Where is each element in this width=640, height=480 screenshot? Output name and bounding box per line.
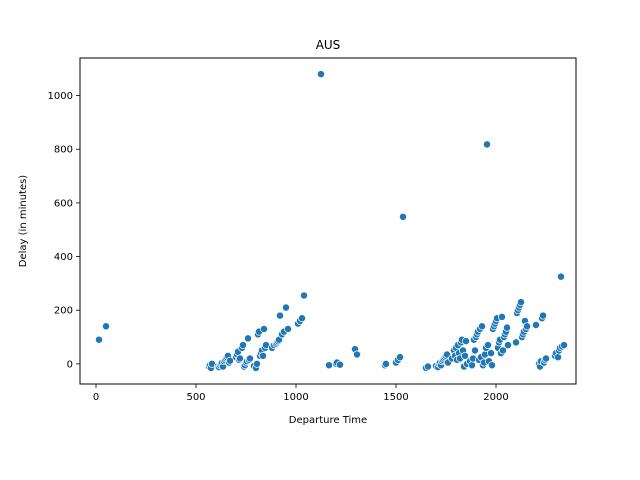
data-point: [478, 322, 486, 331]
data-point: [276, 311, 284, 320]
y-tick-label: 400: [54, 252, 73, 263]
data-point: [317, 70, 325, 79]
x-axis: 0 500 1000 1500 2000: [93, 384, 509, 403]
data-point: [95, 335, 103, 344]
data-point: [532, 321, 540, 329]
y-tick-label: 0: [67, 359, 73, 370]
data-point: [471, 346, 479, 355]
data-point: [517, 298, 525, 307]
data-point: [498, 312, 506, 321]
x-tick-label: 2000: [483, 392, 508, 403]
data-point: [484, 341, 492, 350]
data-point: [487, 349, 495, 358]
points-layer: [95, 70, 568, 372]
x-axis-label: Departure Time: [289, 415, 367, 426]
data-point: [554, 353, 562, 362]
y-axis: 0 200 400 600 800 1000: [48, 91, 80, 370]
data-point: [504, 341, 512, 350]
x-tick-label: 0: [93, 392, 99, 403]
data-point: [325, 361, 333, 370]
y-axis-label: Delay (in minutes): [18, 175, 29, 268]
data-point: [396, 353, 404, 362]
data-point: [468, 361, 476, 370]
x-tick-label: 1500: [383, 392, 408, 403]
data-point: [244, 334, 252, 343]
data-point: [560, 341, 568, 350]
axes-frame: [79, 57, 577, 385]
data-point: [102, 322, 110, 331]
data-point: [512, 338, 520, 347]
data-point: [523, 322, 531, 331]
data-point: [461, 351, 469, 360]
data-point: [503, 323, 511, 332]
y-tick-label: 600: [54, 198, 73, 209]
data-point: [499, 346, 507, 355]
data-point: [542, 354, 550, 363]
x-tick-label: 1000: [283, 392, 308, 403]
data-point: [282, 303, 290, 312]
data-point: [336, 360, 344, 369]
data-point: [236, 354, 244, 363]
data-point: [260, 325, 268, 333]
data-point: [557, 272, 565, 281]
y-tick-label: 1000: [48, 91, 73, 102]
data-point: [284, 325, 292, 333]
data-point: [253, 359, 261, 368]
data-point: [539, 311, 547, 320]
data-point: [239, 341, 247, 350]
x-tick-label: 500: [186, 392, 205, 403]
data-point: [353, 350, 361, 359]
data-point: [399, 212, 407, 221]
data-point: [259, 351, 267, 360]
data-point: [483, 140, 491, 149]
data-point: [226, 356, 234, 365]
y-tick-label: 200: [54, 306, 73, 317]
chart-title: AUS: [316, 38, 341, 52]
data-point: [382, 359, 390, 368]
data-point: [246, 354, 254, 363]
data-point: [300, 291, 308, 300]
data-point: [462, 337, 470, 346]
data-point: [488, 361, 496, 370]
y-tick-label: 800: [54, 145, 73, 156]
data-point: [298, 314, 306, 323]
data-point: [424, 362, 432, 371]
